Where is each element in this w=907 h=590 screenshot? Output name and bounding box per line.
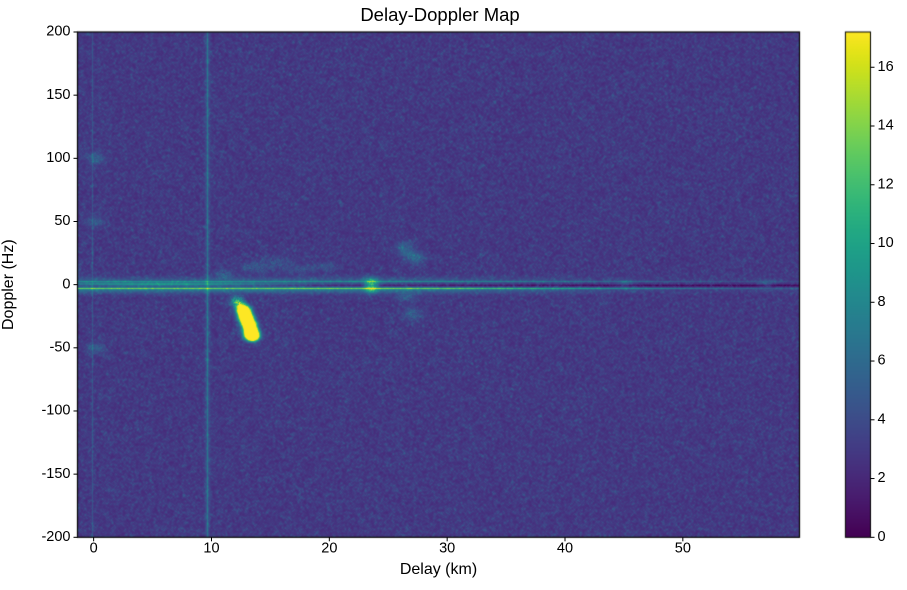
svg-text:0: 0 [90, 540, 98, 556]
svg-text:-150: -150 [41, 466, 70, 482]
svg-text:10: 10 [878, 235, 894, 251]
svg-text:0: 0 [62, 276, 70, 292]
svg-text:12: 12 [878, 176, 894, 192]
svg-text:-50: -50 [50, 340, 71, 356]
svg-text:2: 2 [878, 470, 886, 486]
svg-text:0: 0 [878, 529, 886, 545]
svg-text:50: 50 [54, 213, 70, 229]
svg-text:6: 6 [878, 353, 886, 369]
svg-text:8: 8 [878, 294, 886, 310]
svg-text:10: 10 [203, 540, 219, 556]
svg-text:Doppler (Hz): Doppler (Hz) [0, 239, 17, 330]
svg-text:-100: -100 [41, 403, 70, 419]
svg-text:14: 14 [878, 118, 894, 134]
svg-text:200: 200 [46, 24, 70, 40]
svg-text:40: 40 [557, 540, 573, 556]
svg-text:30: 30 [439, 540, 455, 556]
svg-text:150: 150 [46, 87, 70, 103]
svg-text:50: 50 [675, 540, 691, 556]
svg-text:100: 100 [46, 150, 70, 166]
svg-text:Delay-Doppler Map: Delay-Doppler Map [360, 4, 519, 25]
svg-text:20: 20 [321, 540, 337, 556]
svg-text:4: 4 [878, 411, 886, 427]
svg-text:Delay (km): Delay (km) [400, 561, 477, 578]
svg-text:16: 16 [878, 59, 894, 75]
svg-text:-200: -200 [41, 529, 70, 545]
